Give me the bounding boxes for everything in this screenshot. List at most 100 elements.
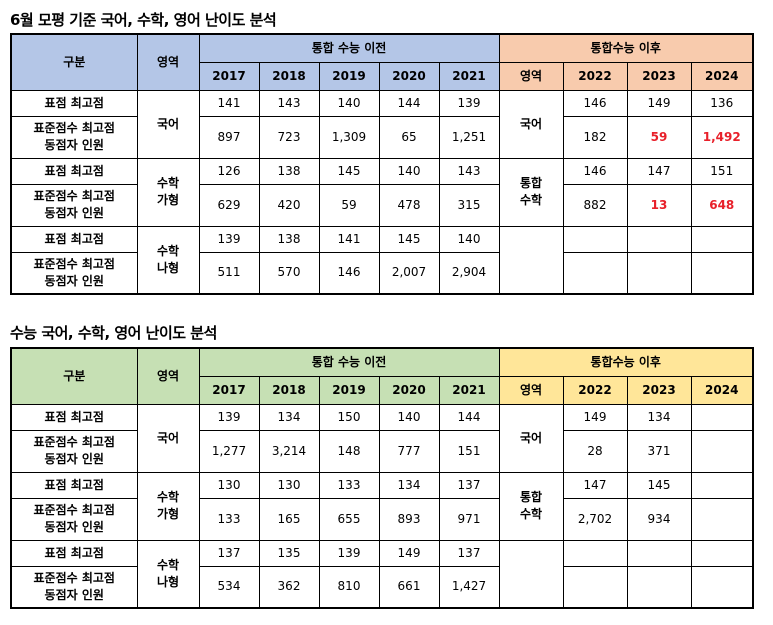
tied-count-cell: 1,427: [438, 565, 500, 609]
row-label-tied-line2: 동점자 인원: [44, 138, 104, 152]
csat-table: 구분 영역 통합 수능 이전 통합수능 이후 2017 2018 2019 2020 2021 영…: [10, 347, 754, 609]
row-label-top-score: 표점 최고점: [10, 225, 138, 253]
row-label-tied-line2: 동점자 인원: [44, 273, 104, 288]
tied-count-cell: 420: [258, 183, 320, 227]
tied-count-cell: 362: [258, 565, 320, 609]
tied-count-cell: [690, 429, 754, 473]
area-before: 수학 가형: [136, 471, 200, 541]
area-after: 통합 수학: [498, 471, 564, 541]
area-after: 국어: [498, 403, 564, 473]
row-label-tied-count: 표준점수 최고점 동점자 인원: [10, 497, 138, 541]
top-score-cell: 139: [198, 225, 260, 253]
tied-count-cell: 2,007: [378, 251, 440, 295]
top-score-cell: 139: [438, 89, 500, 117]
tied-count-highlight-cell: 1,492: [690, 115, 754, 159]
row-label-tied-line1: 표준점수 최고점: [33, 256, 115, 271]
tied-count-cell: 2,904: [438, 251, 500, 295]
row-label-top-score: 표점 최고점: [10, 157, 138, 185]
top-score-cell: 134: [258, 403, 320, 431]
top-score-cell: 150: [318, 403, 380, 431]
tied-count-cell: 65: [378, 115, 440, 159]
year-header: 2017: [198, 61, 260, 91]
tied-count-cell: 882: [562, 183, 628, 227]
area-after: [498, 539, 564, 609]
top-score-cell: 126: [198, 157, 260, 185]
top-score-cell: 144: [378, 89, 440, 117]
header-category: 구분: [10, 33, 138, 91]
row-label-tied-count: 표준점수 최고점 동점자 인원: [10, 565, 138, 609]
area-before: 수학 가형: [136, 157, 200, 227]
header-after-group: 통합수능 이후: [498, 347, 754, 377]
tied-count-cell: 1,277: [198, 429, 260, 473]
area-after: [498, 225, 564, 295]
header-after-area: 영역: [498, 61, 564, 91]
year-header: 2018: [258, 61, 320, 91]
top-score-cell: [626, 539, 692, 567]
top-score-cell: 147: [626, 157, 692, 185]
top-score-cell: [562, 225, 628, 253]
year-header: 2020: [378, 61, 440, 91]
top-score-cell: 139: [318, 539, 380, 567]
tied-count-highlight-cell: 648: [690, 183, 754, 227]
top-score-cell: 140: [378, 157, 440, 185]
tied-count-cell: [690, 565, 754, 609]
year-header: 2023: [626, 61, 692, 91]
row-label-tied-line2: 동점자 인원: [44, 587, 104, 602]
year-header: 2020: [378, 375, 440, 405]
area-before: 국어: [136, 403, 200, 473]
top-score-cell: 137: [438, 471, 500, 499]
header-after-area: 영역: [498, 375, 564, 405]
top-score-cell: [690, 471, 754, 499]
tied-count-cell: [690, 251, 754, 295]
tied-count-cell: 165: [258, 497, 320, 541]
top-score-cell: 134: [378, 471, 440, 499]
tied-count-cell: 661: [378, 565, 440, 609]
top-score-cell: 143: [258, 89, 320, 117]
year-header: 2023: [626, 375, 692, 405]
row-label-tied-line2: 동점자 인원: [44, 206, 104, 220]
row-label-top-score: 표점 최고점: [10, 403, 138, 431]
top-score-cell: 145: [318, 157, 380, 185]
tied-count-cell: 971: [438, 497, 500, 541]
top-score-cell: 141: [318, 225, 380, 253]
table-title-june: 6월 모평 기준 국어, 수학, 영어 난이도 분석: [10, 11, 277, 29]
year-header: 2019: [318, 61, 380, 91]
header-area: 영역: [136, 347, 200, 405]
tied-count-cell: 28: [562, 429, 628, 473]
tied-count-cell: [562, 251, 628, 295]
top-score-cell: 144: [438, 403, 500, 431]
tied-count-cell: 777: [378, 429, 440, 473]
area-before: 수학 나형: [136, 225, 200, 295]
top-score-cell: 139: [198, 403, 260, 431]
top-score-cell: 149: [626, 89, 692, 117]
top-score-cell: 143: [438, 157, 500, 185]
top-score-cell: 136: [690, 89, 754, 117]
top-score-cell: 146: [562, 157, 628, 185]
tied-count-cell: 133: [198, 497, 260, 541]
tied-count-cell: 182: [562, 115, 628, 159]
tied-count-cell: 570: [258, 251, 320, 295]
june-mock-exam-table: 구분 영역 통합 수능 이전 통합수능 이후 2017 2018 2019 2020 2021 영…: [10, 33, 754, 295]
top-score-cell: [690, 225, 754, 253]
row-label-tied-line2: 동점자 인원: [44, 452, 104, 466]
year-header: 2022: [562, 375, 628, 405]
row-label-top-score: 표점 최고점: [10, 471, 138, 499]
area-after: 국어: [498, 89, 564, 159]
tied-count-cell: 148: [318, 429, 380, 473]
tied-count-cell: 146: [318, 251, 380, 295]
year-header: 2019: [318, 375, 380, 405]
tied-count-cell: 934: [626, 497, 692, 541]
tied-count-cell: [626, 565, 692, 609]
tied-count-highlight-cell: 59: [626, 115, 692, 159]
header-area: 영역: [136, 33, 200, 91]
tied-count-highlight-cell: 13: [626, 183, 692, 227]
area-after: 통합 수학: [498, 157, 564, 227]
top-score-cell: 149: [562, 403, 628, 431]
tied-count-cell: 893: [378, 497, 440, 541]
tied-count-cell: [690, 497, 754, 541]
top-score-cell: 138: [258, 225, 320, 253]
header-category: 구분: [10, 347, 138, 405]
top-score-cell: 137: [438, 539, 500, 567]
row-label-tied-count: 표준점수 최고점 동점자 인원: [10, 183, 138, 227]
